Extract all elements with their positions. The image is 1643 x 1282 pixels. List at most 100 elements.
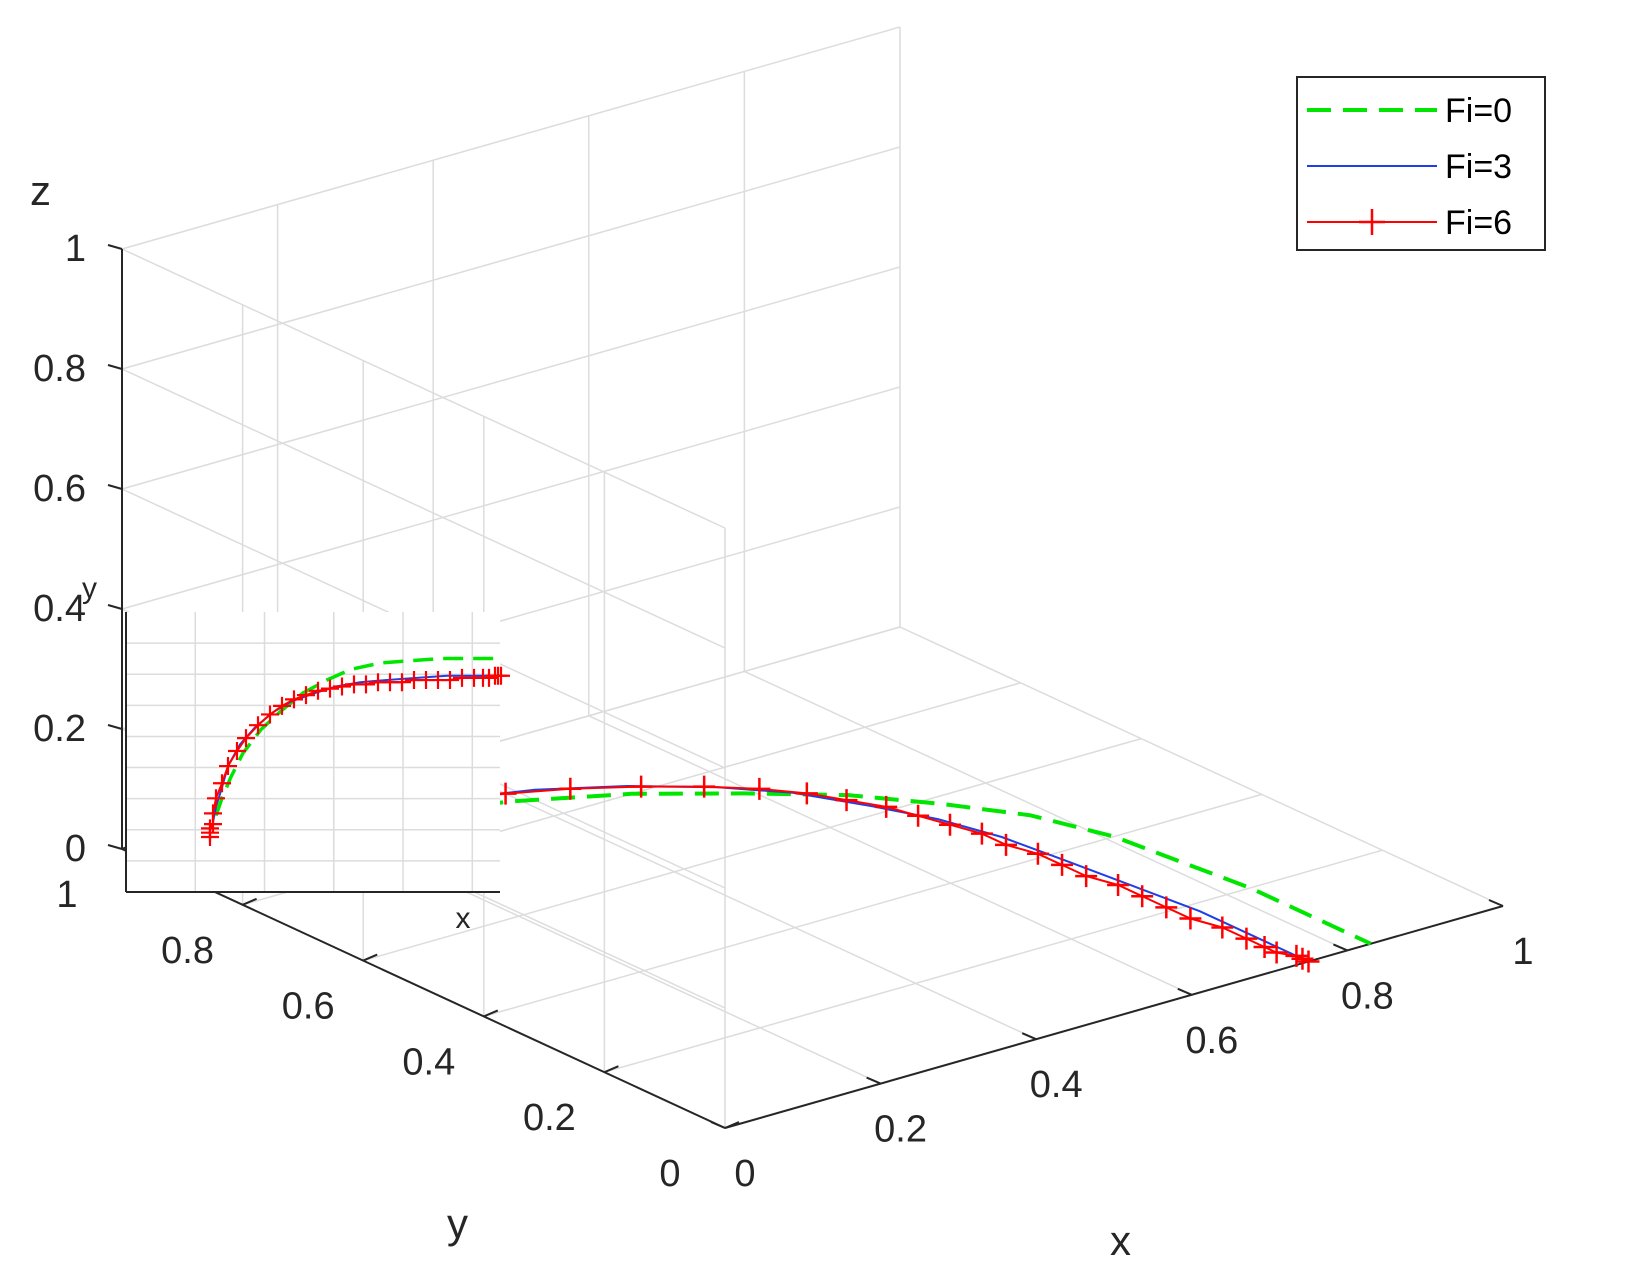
z-tick-label: 0 bbox=[65, 828, 86, 870]
legend-marker-fi-6 bbox=[1359, 209, 1385, 235]
legend-label-fi-3: Fi=3 bbox=[1445, 148, 1512, 186]
z-axis-label: z bbox=[30, 167, 51, 214]
x-tick-mark bbox=[1177, 987, 1193, 996]
legend-label-fi-0: Fi=0 bbox=[1445, 92, 1512, 130]
inset-data-point-marker bbox=[207, 789, 225, 808]
grid-line bbox=[432, 759, 1037, 1040]
tick-labels: 00.20.40.60.8100.20.40.60.8100.20.40.60.… bbox=[33, 228, 1533, 1195]
data-point-marker bbox=[1285, 944, 1308, 967]
y-tick-mark bbox=[724, 1121, 740, 1129]
z-tick-mark bbox=[107, 724, 123, 730]
inset-data-point-marker bbox=[393, 673, 411, 692]
z-tick-mark bbox=[107, 604, 123, 610]
x-tick-label: 0.8 bbox=[1341, 975, 1394, 1017]
z-tick-mark bbox=[107, 844, 123, 850]
x-tick-mark bbox=[866, 1076, 881, 1085]
grid-line bbox=[121, 266, 901, 490]
axes bbox=[107, 244, 1504, 1129]
x-tick-mark bbox=[1021, 1032, 1037, 1041]
data-point-marker bbox=[1179, 907, 1202, 930]
y-tick-label: 0.6 bbox=[282, 986, 335, 1028]
y-tick-mark bbox=[362, 953, 378, 962]
grid-line bbox=[604, 849, 1383, 1073]
grid-line bbox=[483, 793, 1263, 1018]
data-point-marker bbox=[1253, 935, 1276, 958]
y-tick-mark bbox=[604, 1065, 619, 1074]
grid-line bbox=[588, 715, 1193, 996]
x-tick-label: 0.6 bbox=[1185, 1020, 1238, 1062]
inset-data-point-marker bbox=[201, 819, 219, 838]
data-point-marker bbox=[1291, 947, 1314, 970]
x-tick-label: 0.2 bbox=[874, 1109, 927, 1151]
inset-data-point-marker bbox=[219, 757, 237, 776]
data-point-marker bbox=[939, 813, 962, 836]
z-tick-mark bbox=[107, 244, 123, 250]
grid-line bbox=[362, 737, 1142, 962]
grid-line bbox=[899, 626, 1504, 907]
data-point-marker bbox=[1297, 950, 1320, 973]
data-point-marker bbox=[693, 775, 716, 798]
inset-x-label: x bbox=[456, 902, 471, 935]
data-point-marker bbox=[1107, 874, 1130, 897]
inset-data-point-marker bbox=[273, 696, 291, 715]
grid-line bbox=[121, 368, 726, 649]
inset-data-point-marker bbox=[249, 716, 267, 735]
data-point-marker bbox=[795, 782, 818, 805]
y-tick-label: 0.4 bbox=[402, 1041, 455, 1083]
x-tick-mark bbox=[1333, 943, 1348, 952]
inset-data-point-marker bbox=[285, 690, 303, 709]
z-tick-label: 0.8 bbox=[33, 348, 86, 390]
y-tick-label: 0 bbox=[659, 1153, 680, 1195]
inset-data-point-marker bbox=[321, 679, 339, 698]
z-tick-label: 1 bbox=[65, 228, 86, 270]
x-axis-line bbox=[724, 905, 1504, 1129]
data-point-marker bbox=[1075, 865, 1098, 888]
inset-data-point-marker bbox=[228, 742, 246, 760]
x-axis-label: x bbox=[1110, 1217, 1131, 1264]
x-tick-label: 0 bbox=[734, 1153, 755, 1195]
data-point-marker bbox=[1155, 896, 1178, 919]
inset-data-point-marker bbox=[213, 774, 231, 793]
data-point-marker bbox=[748, 777, 771, 800]
inset-data-point-marker bbox=[333, 677, 351, 696]
z-tick-label: 0.2 bbox=[33, 708, 86, 750]
inset-series-line bbox=[214, 656, 501, 817]
grid-line bbox=[121, 26, 901, 250]
legend: Fi=0 Fi=3 Fi=6 bbox=[1296, 76, 1546, 251]
y-tick-label: 1 bbox=[56, 874, 77, 916]
data-point-marker bbox=[907, 804, 930, 827]
data-point-marker bbox=[1235, 927, 1258, 950]
inset-data-point-marker bbox=[492, 666, 510, 685]
inset-data-point-marker bbox=[261, 705, 279, 724]
grid-line bbox=[744, 670, 1348, 952]
inset-background bbox=[126, 612, 500, 892]
data-point-marker bbox=[559, 777, 582, 800]
y-tick-mark bbox=[483, 1009, 499, 1018]
grid-line bbox=[121, 386, 901, 610]
data-point-marker bbox=[1211, 916, 1234, 939]
inset-data-point-marker bbox=[309, 681, 327, 700]
y-axis-line bbox=[121, 848, 726, 1129]
inset-y-label: y bbox=[82, 572, 97, 605]
data-point-marker bbox=[835, 789, 858, 812]
inset-xy-view bbox=[125, 612, 510, 893]
grid-line bbox=[121, 248, 726, 529]
inset-data-point-marker bbox=[357, 675, 375, 694]
y-tick-mark bbox=[242, 897, 257, 906]
y-tick-label: 0.8 bbox=[161, 930, 214, 972]
inset-data-point-marker bbox=[237, 729, 255, 748]
y-tick-label: 0.2 bbox=[523, 1097, 576, 1139]
x-tick-mark bbox=[710, 1121, 726, 1129]
grid-line bbox=[121, 146, 901, 370]
z-tick-label: 0.4 bbox=[33, 588, 86, 630]
inset-data-point-marker bbox=[204, 804, 222, 823]
z-tick-mark bbox=[107, 364, 123, 370]
data-point-marker bbox=[875, 795, 898, 818]
data-point-marker bbox=[1265, 941, 1288, 964]
z-tick-mark bbox=[107, 484, 123, 490]
inset-data-point-marker bbox=[297, 686, 315, 705]
inset-data-point-marker bbox=[441, 671, 459, 690]
legend-label-fi-6: Fi=6 bbox=[1445, 204, 1512, 242]
data-point-marker bbox=[970, 822, 993, 845]
